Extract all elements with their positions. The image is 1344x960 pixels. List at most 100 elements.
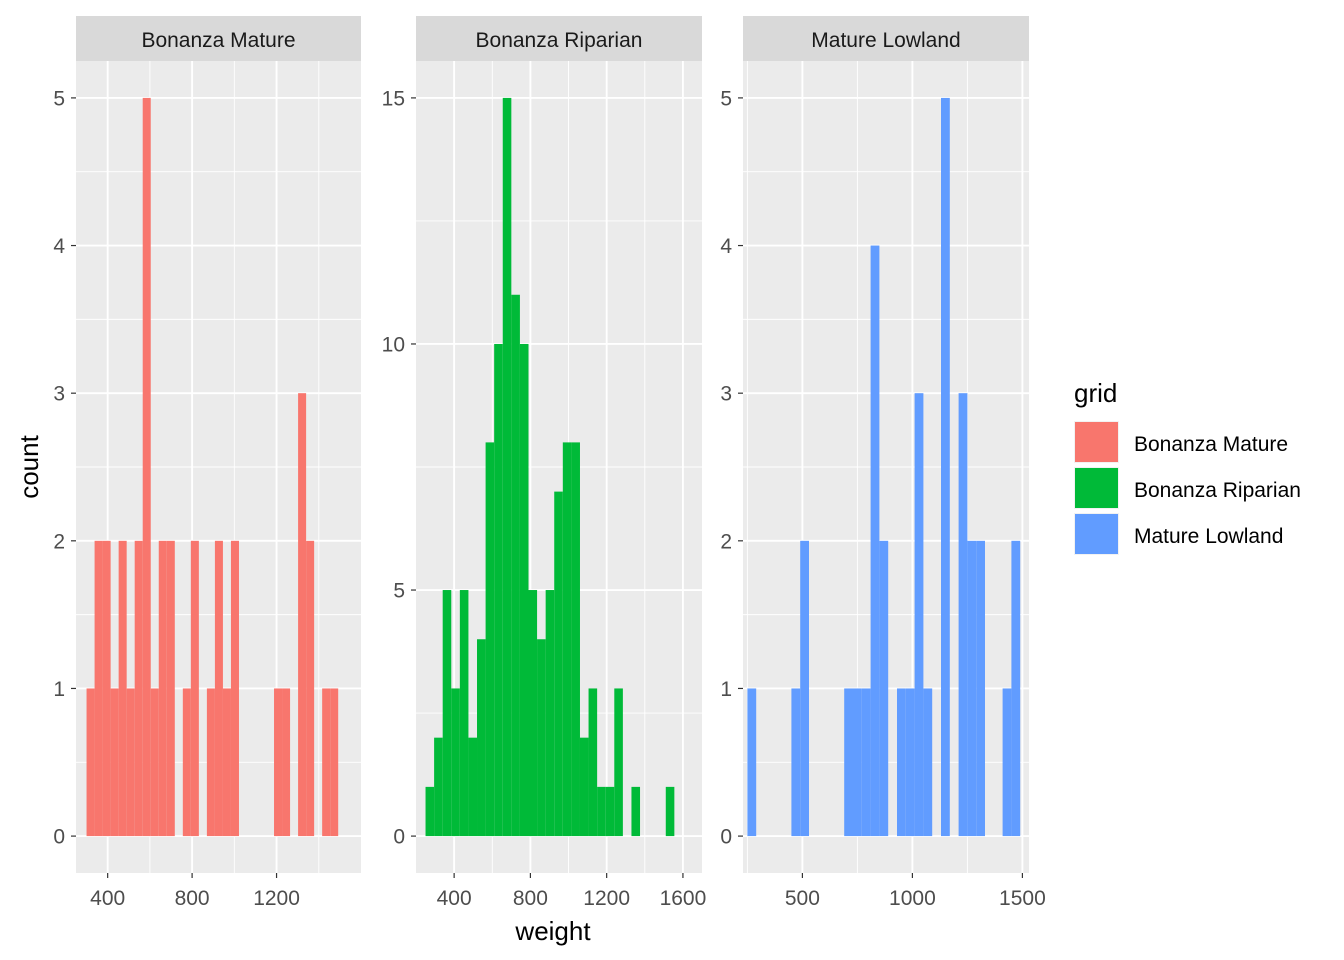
histogram-bar [537,639,546,837]
x-tick-label: 500 [785,887,820,910]
histogram-bar [976,540,985,837]
histogram-bar [958,393,968,837]
histogram-bar [459,590,469,837]
histogram-bar [579,737,589,837]
y-tick-label: 5 [393,580,405,603]
histogram-bar [306,540,315,837]
x-tick-label: 800 [175,887,210,910]
histogram-bar [941,97,950,837]
x-axis-title: weight [514,916,591,946]
histogram-bar [150,688,159,837]
y-tick-label: 2 [720,530,732,553]
histogram-bar [134,540,143,837]
legend-key [1075,468,1118,508]
histogram-bar [861,688,871,837]
histogram-bar [1011,540,1021,837]
histogram-bar [494,343,503,837]
histogram-bar [282,688,291,837]
histogram-bar [230,540,239,837]
y-tick-label: 1 [720,678,732,701]
histogram-bar [511,294,520,837]
histogram-bar [190,540,199,837]
histogram-bar [597,786,606,837]
histogram-bar [545,590,555,837]
y-tick-label: 1 [53,678,65,701]
y-tick-label: 4 [720,235,732,258]
y-tick-label: 0 [720,826,732,849]
histogram-bar [967,540,977,837]
histogram-bar [562,442,572,837]
x-tick-label: 1500 [999,887,1046,910]
histogram-bar [274,688,283,837]
histogram-bar [914,393,924,837]
y-tick-label: 2 [53,530,65,553]
histogram-bar [844,688,853,837]
legend-label: Mature Lowland [1134,525,1283,548]
histogram-bar [571,442,580,837]
histogram-bar [791,688,801,837]
legend-label: Bonanza Mature [1134,433,1288,456]
histogram-bar [166,540,175,837]
histogram-bar [554,491,563,837]
facet-strip [743,16,1029,61]
histogram-bar [502,97,512,837]
histogram-bar [897,688,906,837]
histogram-bar [800,540,809,837]
x-tick-label: 1200 [253,887,300,910]
histogram-bar [747,688,757,837]
legend-key [1075,422,1118,462]
histogram-bar [485,442,495,837]
y-tick-label: 0 [393,826,405,849]
x-tick-label: 400 [437,887,472,910]
y-tick-label: 5 [53,87,65,110]
facet-strip-label: Mature Lowland [811,29,960,52]
y-tick-label: 5 [720,87,732,110]
histogram-bar [477,639,486,837]
histogram-bar [182,688,191,837]
histogram-bar [631,786,641,837]
facet-strip-label: Bonanza Riparian [476,29,643,52]
y-tick-label: 3 [53,383,65,406]
histogram-bar [86,688,95,837]
histogram-bar [110,688,119,837]
histogram-bar [330,688,339,837]
y-axis-title: count [14,434,44,498]
y-tick-label: 0 [53,826,65,849]
facet-strip [416,16,702,61]
facet-panel: Bonanza Riparian 0 5 10 15 400 800 1200 1600 [382,16,706,910]
histogram-bar [665,786,675,837]
histogram-bar [605,786,615,837]
histogram-bar [322,688,331,837]
histogram-bar [222,688,231,837]
x-tick-label: 1200 [583,887,630,910]
legend: grid Bonanza Mature Bonanza Riparian Matur… [1074,378,1301,555]
histogram-bar [442,590,452,837]
y-tick-label: 4 [53,235,65,258]
histogram-bar [905,688,915,837]
histogram-bar [434,737,443,837]
histogram-bar [519,343,529,837]
legend-label: Bonanza Riparian [1134,479,1301,502]
legend-title: grid [1074,378,1117,408]
histogram-bar [126,688,135,837]
histogram-bar [923,688,933,837]
histogram-bar [451,688,460,837]
y-tick-label: 3 [720,383,732,406]
histogram-bar [425,786,435,837]
facet-panel: Bonanza Mature 0 1 2 3 4 5 400 800 1200 [53,16,361,910]
histogram-bar [102,540,111,837]
histogram-bar [142,97,151,837]
facet-strip [76,16,361,61]
histogram-bar [870,245,880,837]
facet-strip-label: Bonanza Mature [141,29,295,52]
histogram-bar [853,688,862,837]
histogram-bar [206,688,215,837]
histogram-bar [94,540,103,837]
x-tick-label: 800 [513,887,548,910]
x-tick-label: 400 [90,887,125,910]
histogram-bar [614,688,623,837]
y-tick-label: 10 [382,333,405,356]
histogram-bar [588,688,598,837]
legend-key [1075,514,1118,554]
